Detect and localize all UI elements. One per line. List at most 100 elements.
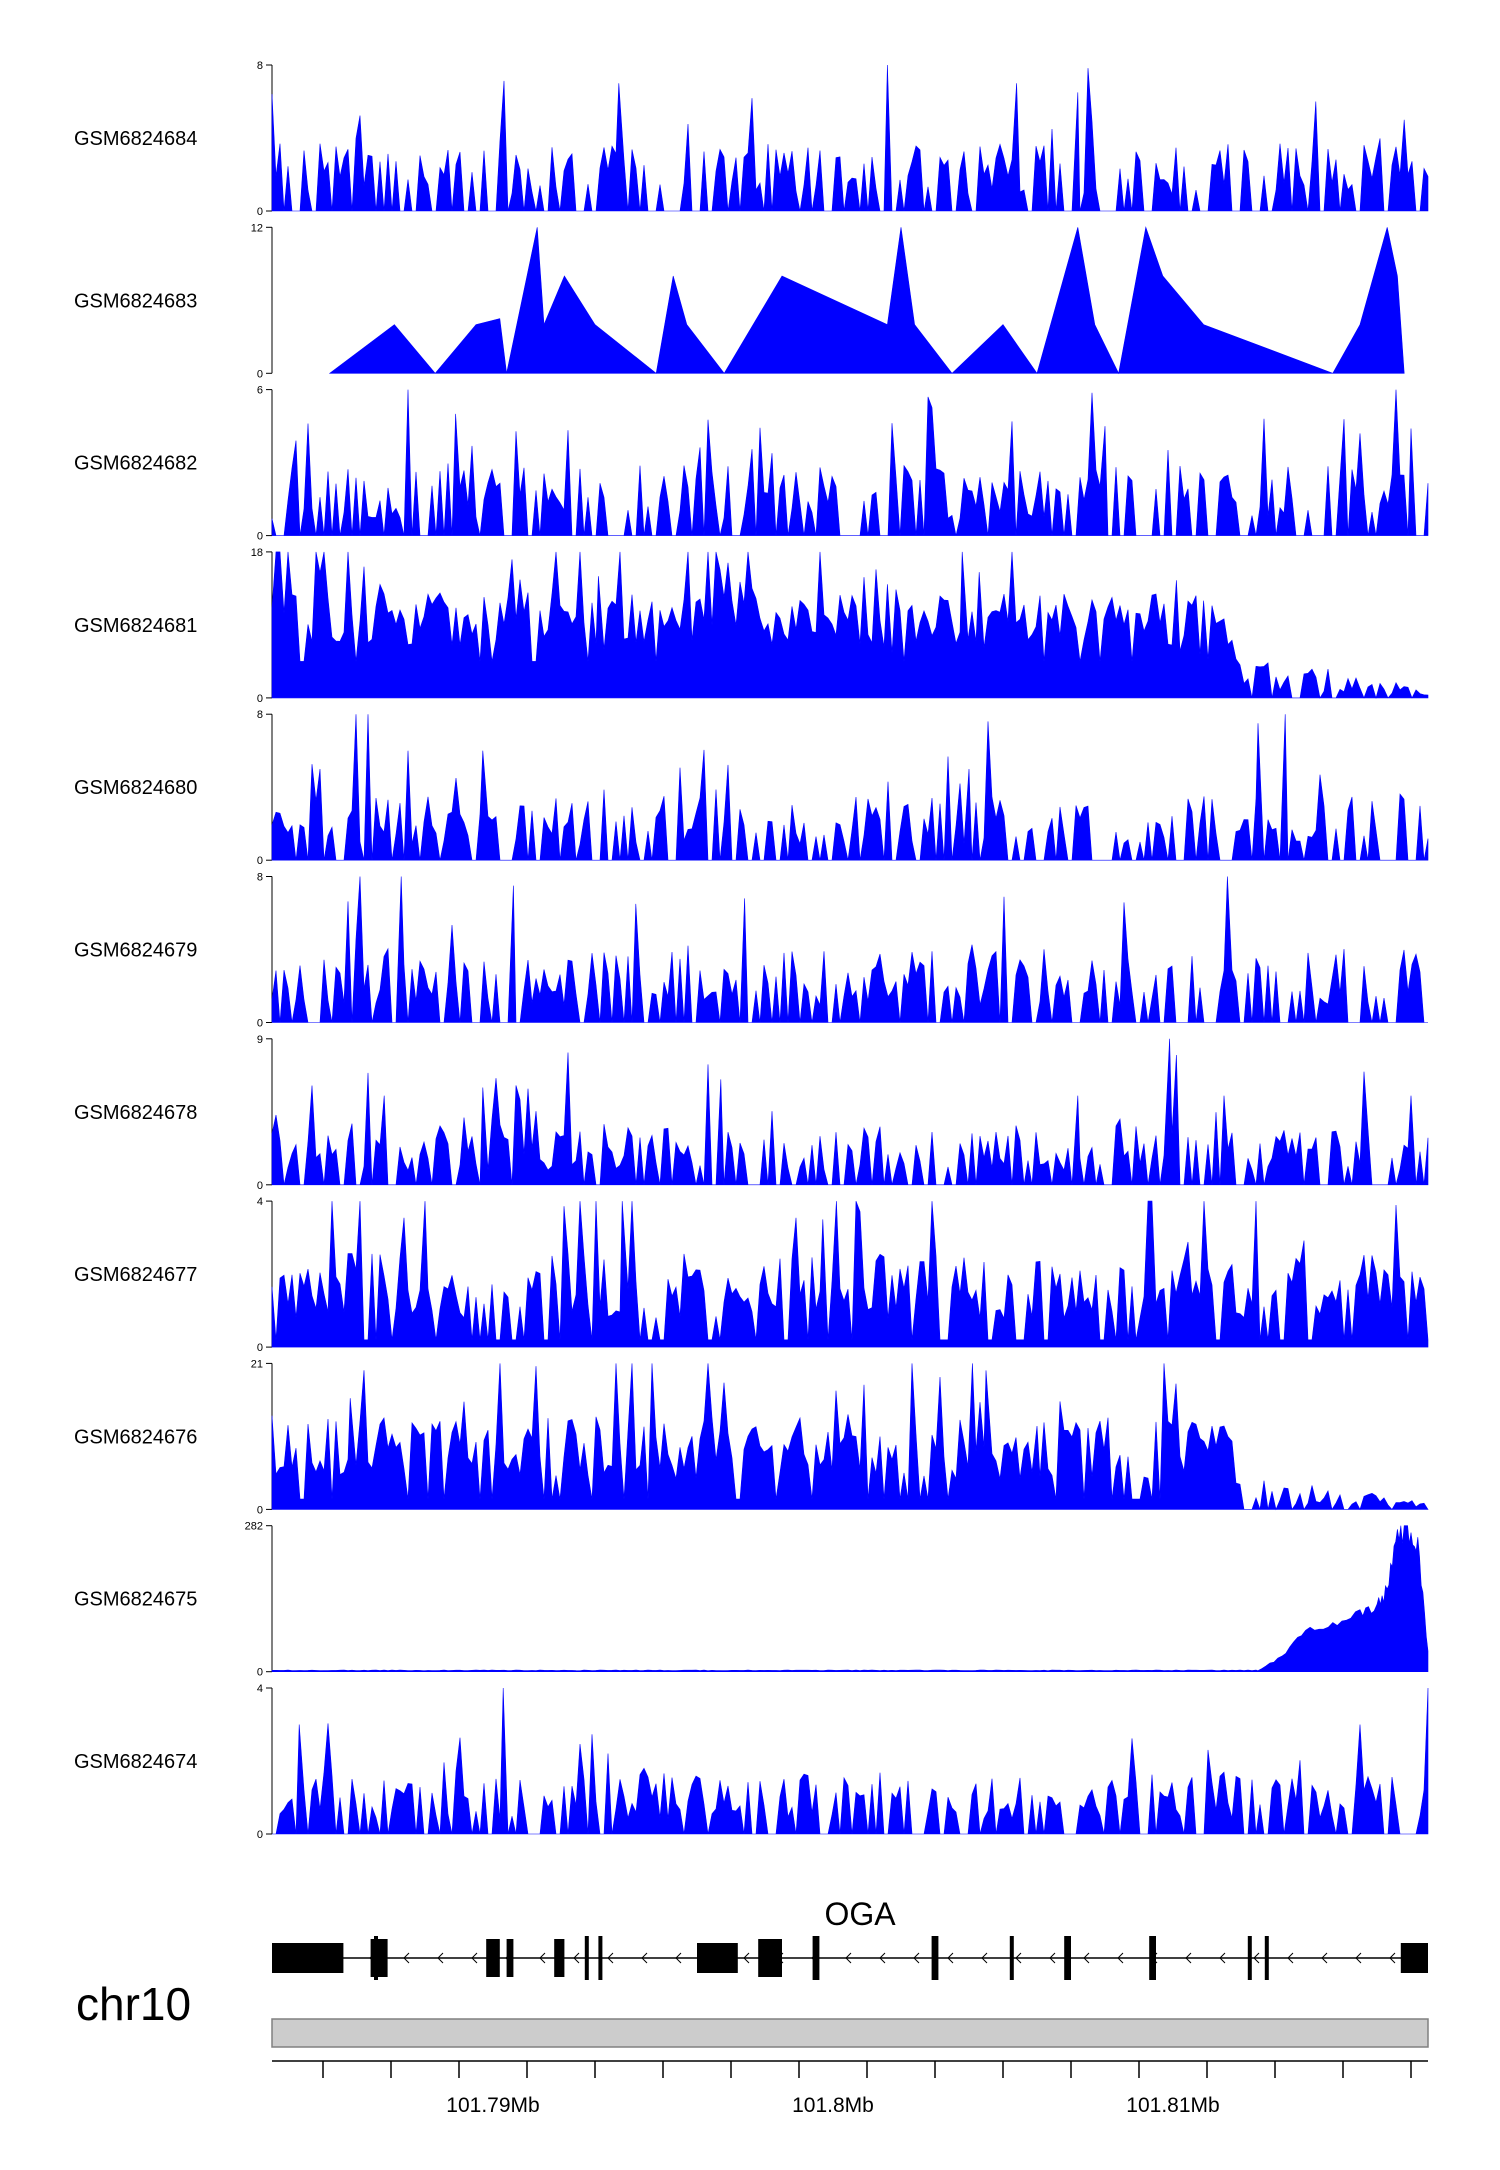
- y-tick-label: 8: [257, 709, 263, 721]
- track-label: GSM6824684: [74, 128, 197, 150]
- coverage-area: [271, 876, 1428, 1023]
- y-tick-label: 0: [257, 1018, 263, 1030]
- track-GSM6824676: GSM6824676 21 0: [74, 1358, 1429, 1516]
- exon: [758, 1939, 782, 1977]
- track-GSM6824680: GSM6824680 8 0: [74, 709, 1429, 867]
- strand-arrow: [1355, 1952, 1362, 1964]
- y-tick-label: 0: [257, 206, 263, 218]
- strand-arrow: [675, 1952, 682, 1964]
- strand-arrow: [879, 1952, 886, 1964]
- exon: [598, 1936, 603, 1980]
- strand-arrow: [539, 1952, 546, 1964]
- y-tick-label: 4: [257, 1196, 263, 1208]
- coverage-area: [271, 714, 1429, 861]
- coverage-area: [272, 1687, 1429, 1835]
- exon: [1009, 1936, 1014, 1980]
- exon: [554, 1939, 565, 1977]
- track-GSM6824684: GSM6824684 8 0: [74, 60, 1429, 218]
- strand-arrow: [471, 1952, 478, 1964]
- y-tick-label: 0: [257, 1342, 263, 1354]
- track-GSM6824678: GSM6824678 9 0: [74, 1034, 1429, 1192]
- coverage-area: [271, 1363, 1429, 1511]
- track-label: GSM6824675: [74, 1589, 197, 1611]
- exon: [1264, 1936, 1269, 1980]
- strand-arrow: [1287, 1952, 1294, 1964]
- coverage-area: [271, 1525, 1429, 1672]
- coverage-area: [328, 226, 1405, 375]
- y-tick-label: 282: [245, 1521, 263, 1533]
- exon: [584, 1936, 589, 1980]
- y-tick-label: 9: [257, 1034, 263, 1046]
- y-tick-label: 12: [251, 222, 263, 234]
- track-GSM6824679: GSM6824679 8 0: [74, 872, 1428, 1030]
- strand-arrow: [403, 1952, 410, 1964]
- strand-arrow: [1117, 1952, 1124, 1964]
- coverage-area: [271, 1200, 1429, 1348]
- exon: [812, 1936, 820, 1980]
- track-GSM6824674: GSM6824674 4 0: [74, 1683, 1429, 1841]
- genomic-axis: 101.79Mb 101.8Mb 101.81Mb: [272, 2060, 1428, 2117]
- exon: [272, 1943, 344, 1973]
- track-label: GSM6824677: [74, 1264, 197, 1286]
- track-label: GSM6824681: [74, 615, 197, 637]
- strand-arrow: [1321, 1952, 1328, 1964]
- y-tick-label: 0: [257, 1667, 263, 1679]
- y-tick-label: 0: [257, 1180, 263, 1192]
- x-tick-label: 101.79Mb: [446, 2094, 539, 2117]
- chromosome-label: chr10: [76, 1978, 191, 2030]
- strand-arrow: [641, 1952, 648, 1964]
- gene-name-label: OGA: [824, 1896, 896, 1932]
- exon: [1149, 1936, 1156, 1980]
- track-GSM6824681: GSM6824681 18 0: [74, 547, 1429, 705]
- track-label: GSM6824680: [74, 777, 197, 799]
- track-GSM6824677: GSM6824677 4 0: [74, 1196, 1429, 1354]
- gene-model-track: OGA: [272, 1896, 1428, 1980]
- strand-arrow: [607, 1952, 614, 1964]
- track-GSM6824683: GSM6824683 12 0: [74, 222, 1405, 380]
- y-tick-label: 18: [251, 547, 263, 559]
- track-GSM6824675: GSM6824675 282 0: [74, 1521, 1429, 1679]
- y-tick-label: 0: [257, 1829, 263, 1841]
- y-tick-label: 4: [257, 1683, 263, 1695]
- strand-arrow: [1185, 1952, 1192, 1964]
- y-tick-label: 21: [251, 1358, 263, 1370]
- track-label: GSM6824679: [74, 940, 197, 962]
- exon: [1400, 1943, 1428, 1973]
- track-label: GSM6824678: [74, 1102, 197, 1124]
- strand-arrow: [1253, 1952, 1260, 1964]
- exon: [486, 1939, 500, 1977]
- y-tick-label: 0: [257, 855, 263, 867]
- strand-arrow: [743, 1952, 750, 1964]
- strand-arrow: [1083, 1952, 1090, 1964]
- y-tick-label: 0: [257, 1504, 263, 1516]
- coverage-area: [271, 64, 1429, 212]
- y-tick-label: 8: [257, 60, 263, 72]
- exon: [697, 1943, 738, 1973]
- y-tick-label: 8: [257, 872, 263, 884]
- exon: [931, 1936, 939, 1980]
- x-tick-label: 101.8Mb: [792, 2094, 874, 2117]
- strand-arrow: [981, 1952, 988, 1964]
- x-tick-label: 101.81Mb: [1126, 2094, 1219, 2117]
- strand-arrow: [573, 1952, 580, 1964]
- strand-arrow: [845, 1952, 852, 1964]
- exon: [1247, 1936, 1252, 1980]
- strand-arrow: [1015, 1952, 1022, 1964]
- exon: [370, 1939, 388, 1977]
- track-GSM6824682: GSM6824682 6 0: [74, 385, 1429, 543]
- track-label: GSM6824683: [74, 290, 197, 312]
- track-label: GSM6824682: [74, 453, 197, 475]
- strand-arrow: [1389, 1952, 1396, 1964]
- chromosome-ideogram: chr10: [76, 1978, 1429, 2048]
- coverage-area: [271, 551, 1429, 699]
- exon: [506, 1939, 514, 1977]
- exon: [374, 1936, 378, 1980]
- track-label: GSM6824676: [74, 1426, 197, 1448]
- chromosome-bar: [271, 2018, 1429, 2048]
- coverage-area: [271, 1038, 1429, 1186]
- coverage-tracks: GSM682468480GSM6824683120GSM682468260GSM…: [74, 60, 1429, 1841]
- coverage-area: [271, 389, 1429, 536]
- strand-arrow: [1219, 1952, 1226, 1964]
- y-tick-label: 6: [257, 385, 263, 397]
